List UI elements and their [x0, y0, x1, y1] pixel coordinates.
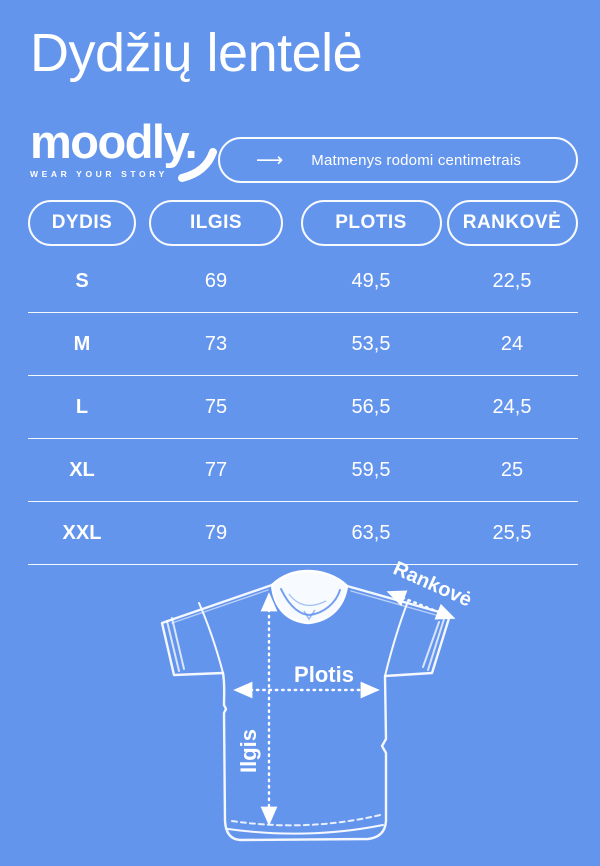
size-cell: XXL: [62, 521, 102, 544]
sleeve-cell: 22,5: [492, 269, 532, 292]
width-cell: 56,5: [351, 395, 391, 418]
length-cell: 73: [204, 332, 228, 355]
column-header-dydis: DYDIS: [28, 200, 136, 246]
width-cell: 63,5: [351, 521, 391, 544]
table-row: L 75 56,5 24,5: [28, 376, 578, 439]
tshirt-measurement-diagram: Plotis Ilgis Rankovė: [160, 558, 475, 842]
measurement-arrows: [233, 590, 456, 826]
size-table-header: DYDIS ILGIS PLOTIS RANKOVĖ: [28, 200, 578, 246]
size-cell: XL: [69, 458, 95, 481]
table-row: XXL 79 63,5 25,5: [28, 502, 578, 565]
brand-tagline: WEAR YOUR STORY: [30, 168, 168, 179]
size-cell: S: [75, 269, 89, 292]
column-header-plotis: PLOTIS: [300, 200, 442, 246]
length-cell: 77: [204, 458, 228, 481]
brand-y-tail-swoosh: [178, 148, 217, 182]
sleeve-cell: 25,5: [492, 521, 532, 544]
tshirt-collar: [270, 569, 349, 625]
length-cell: 69: [204, 269, 228, 292]
width-cell: 49,5: [351, 269, 391, 292]
table-row: XL 77 59,5 25: [28, 439, 578, 502]
length-label: Ilgis: [236, 729, 261, 773]
units-note-pill: ⟶ Matmenys rodomi centimetrais: [218, 137, 578, 183]
sleeve-cell: 25: [500, 458, 524, 481]
length-cell: 79: [204, 521, 228, 544]
table-row: S 69 49,5 22,5: [28, 250, 578, 313]
width-label: Plotis: [294, 662, 354, 687]
sleeve-cell: 24: [500, 332, 524, 355]
width-cell: 59,5: [351, 458, 391, 481]
sleeve-arrow: [386, 590, 456, 620]
length-cell: 75: [204, 395, 228, 418]
sleeve-label: Rankovė: [390, 558, 475, 612]
size-cell: M: [73, 332, 91, 355]
brand-logo: moodly. WEAR YOUR STORY: [30, 115, 230, 182]
width-cell: 53,5: [351, 332, 391, 355]
size-cell: L: [75, 395, 89, 418]
tshirt-outline: [160, 583, 452, 842]
column-header-ilgis: ILGIS: [149, 200, 283, 246]
size-table: S 69 49,5 22,5 M 73 53,5 24 L 75 56,5 24…: [28, 250, 578, 565]
table-row: M 73 53,5 24: [28, 313, 578, 376]
brand-wordmark: moodly.: [30, 115, 198, 168]
sleeve-cell: 24,5: [492, 395, 532, 418]
units-note-text: Matmenys rodomi centimetrais: [311, 151, 522, 169]
page-title: Dydžių lentelė: [30, 23, 363, 83]
right-arrow-icon: ⟶: [256, 149, 284, 171]
column-header-rankove: RANKOVĖ: [446, 200, 578, 246]
